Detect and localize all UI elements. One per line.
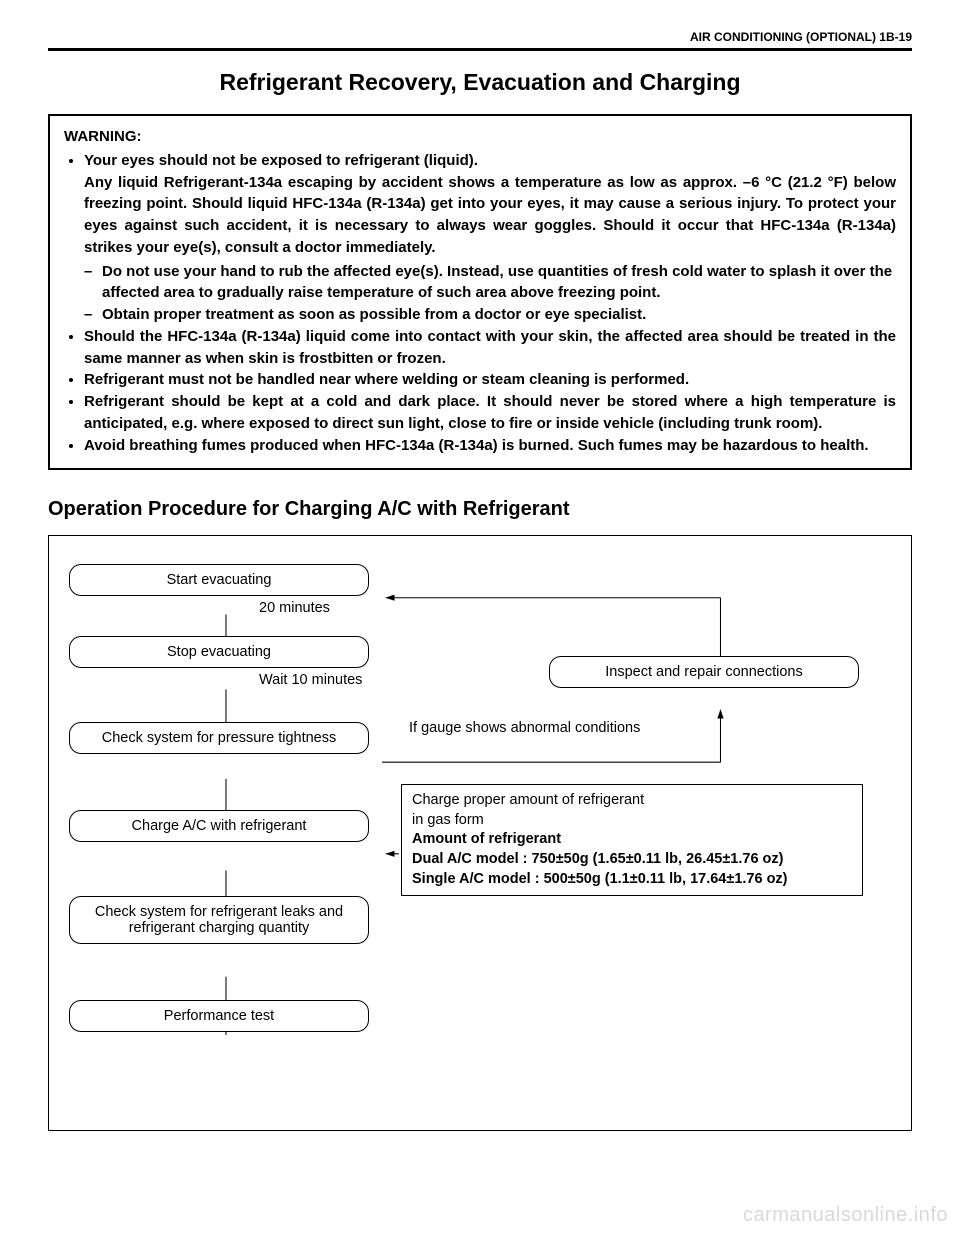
warning-continuation: Any liquid Refrigerant-134a escaping by … bbox=[84, 174, 896, 256]
warning-sublist: Do not use your hand to rub the affected… bbox=[84, 261, 896, 326]
flowchart-container: Start evacuating 20 minutes Stop evacuat… bbox=[48, 535, 912, 1131]
warning-heading: WARNING: bbox=[64, 126, 896, 148]
warning-item: Should the HFC-134a (R-134a) liquid come… bbox=[84, 326, 896, 370]
node-check-leaks: Check system for refrigerant leaks and r… bbox=[69, 896, 369, 944]
header-divider bbox=[48, 48, 912, 51]
node-charge-ac: Charge A/C with refrigerant bbox=[69, 810, 369, 842]
warning-text: Your eyes should not be exposed to refri… bbox=[84, 152, 478, 169]
label-wait-10-minutes: Wait 10 minutes bbox=[259, 672, 362, 688]
warning-box: WARNING: Your eyes should not be exposed… bbox=[48, 114, 912, 470]
node-stop-evacuating: Stop evacuating bbox=[69, 636, 369, 668]
warning-list: Your eyes should not be exposed to refri… bbox=[64, 150, 896, 457]
refrigerant-amount-box: Charge proper amount of refrigerant in g… bbox=[401, 784, 863, 896]
warning-subitem: Obtain proper treatment as soon as possi… bbox=[84, 304, 896, 326]
warning-item: Avoid breathing fumes produced when HFC-… bbox=[84, 435, 896, 457]
page-header: AIR CONDITIONING (OPTIONAL) 1B-19 bbox=[48, 30, 912, 44]
label-abnormal-conditions: If gauge shows abnormal conditions bbox=[409, 720, 640, 736]
section-label: AIR CONDITIONING (OPTIONAL) 1B-19 bbox=[690, 30, 912, 44]
infobox-line: Single A/C model : 500±50g (1.1±0.11 lb,… bbox=[412, 870, 852, 890]
warning-item: Refrigerant should be kept at a cold and… bbox=[84, 391, 896, 435]
label-20-minutes: 20 minutes bbox=[259, 600, 330, 616]
section-heading: Operation Procedure for Charging A/C wit… bbox=[48, 498, 912, 521]
node-inspect-repair: Inspect and repair connections bbox=[549, 656, 859, 688]
watermark: carmanualsonline.info bbox=[743, 1204, 948, 1227]
warning-subitem: Do not use your hand to rub the affected… bbox=[84, 261, 896, 305]
infobox-line: Charge proper amount of refrigerant bbox=[412, 791, 852, 811]
infobox-line: in gas form bbox=[412, 811, 852, 831]
infobox-line: Amount of refrigerant bbox=[412, 830, 852, 850]
node-start-evacuating: Start evacuating bbox=[69, 564, 369, 596]
node-check-pressure: Check system for pressure tightness bbox=[69, 722, 369, 754]
page-title: Refrigerant Recovery, Evacuation and Cha… bbox=[48, 69, 912, 96]
warning-item: Your eyes should not be exposed to refri… bbox=[84, 150, 896, 326]
infobox-line: Dual A/C model : 750±50g (1.65±0.11 lb, … bbox=[412, 850, 852, 870]
page-container: AIR CONDITIONING (OPTIONAL) 1B-19 Refrig… bbox=[0, 0, 960, 1151]
node-performance-test: Performance test bbox=[69, 1000, 369, 1032]
warning-item: Refrigerant must not be handled near whe… bbox=[84, 369, 896, 391]
